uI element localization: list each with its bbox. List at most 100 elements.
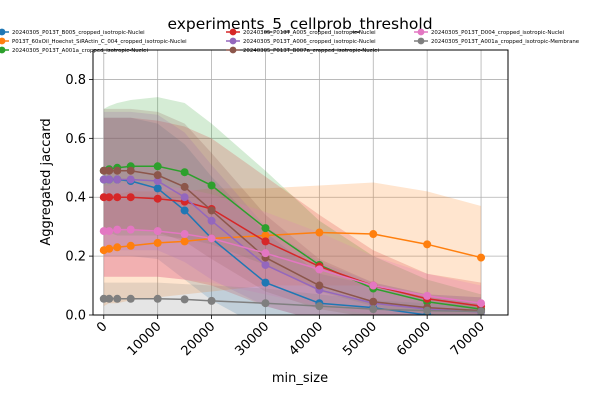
legend-swatch-marker (229, 28, 237, 36)
data-point (180, 206, 189, 215)
data-point (261, 224, 270, 233)
confidence-band (103, 108, 482, 315)
legend-swatch-marker (229, 46, 237, 54)
data-point (207, 216, 216, 225)
data-point (369, 297, 378, 306)
legend-swatch-marker (0, 28, 6, 36)
x-tick-label: 40000 (286, 319, 326, 359)
data-point (180, 230, 189, 239)
data-point (113, 294, 122, 303)
data-point (180, 237, 189, 246)
data-point (153, 177, 162, 186)
y-tick-label: 0.6 (65, 132, 86, 147)
data-point (315, 228, 324, 237)
x-axis-label: min_size (272, 371, 328, 386)
data-point (113, 175, 122, 184)
data-point (153, 194, 162, 203)
data-point (105, 193, 114, 202)
confidence-band (103, 182, 482, 315)
x-axis-ticks: 0 10000 20000 30000 40000 50000 60000 70000 (94, 315, 488, 359)
data-point (477, 253, 486, 262)
plot-frame (92, 49, 509, 316)
data-point (180, 168, 189, 177)
x-tick-label: 30000 (232, 319, 272, 359)
legend-swatch-marker (417, 37, 425, 45)
legend-swatch-marker (0, 37, 6, 45)
legend-swatch-marker (229, 37, 237, 45)
data-point (113, 243, 122, 252)
data-point (153, 238, 162, 247)
data-point (261, 237, 270, 246)
data-point (477, 307, 486, 315)
confidence-band (103, 117, 482, 315)
y-tick-label: 0.4 (65, 191, 86, 206)
legend-entry-label: 20240305_P013T_D004_cropped_isotropic-Nu… (431, 30, 564, 36)
x-tick-label: 70000 (448, 319, 488, 359)
x-tick-label: 60000 (394, 319, 434, 359)
data-point (113, 225, 122, 234)
data-point (105, 294, 114, 303)
legend: 20240305_P013T_B005_cropped_isotropic-Nu… (0, 28, 580, 54)
legend-swatch-marker (0, 46, 6, 54)
legend-entry-label: P013T_60xOil_Hoechst_SiRActin_C_004_crop… (12, 39, 187, 45)
data-point (315, 265, 324, 274)
legend-entry-label: 20240305_P013T_A005_cropped_isotropic-Nu… (243, 30, 376, 36)
data-point (423, 291, 432, 300)
data-point (261, 278, 270, 287)
data-point (113, 166, 122, 175)
data-point (423, 306, 432, 315)
data-point (261, 249, 270, 258)
data-point (153, 294, 162, 303)
data-point (207, 296, 216, 305)
data-point (207, 206, 216, 215)
legend-entry-label: 20240305_P013T_A001a_cropped_isotropic-M… (431, 39, 580, 45)
data-point (126, 225, 135, 234)
y-tick-label: 0.8 (65, 73, 86, 88)
x-tick-label: 20000 (179, 319, 219, 359)
data-point (126, 294, 135, 303)
y-axis-ticks: 0.0 0.2 0.4 0.6 0.8 (65, 73, 93, 324)
data-point (261, 231, 270, 240)
data-point (261, 260, 270, 269)
x-tick-label: 10000 (125, 319, 165, 359)
data-point (315, 281, 324, 290)
legend-entry-label: 20240305_P013T_B005_cropped_isotropic-Nu… (12, 30, 145, 36)
x-tick-label: 50000 (340, 319, 380, 359)
data-point (369, 230, 378, 239)
data-point (423, 240, 432, 249)
data-point (180, 295, 189, 304)
confidence-band (103, 111, 482, 315)
y-tick-label: 0.2 (65, 250, 86, 265)
data-point (207, 234, 216, 243)
y-tick-label: 0.0 (65, 309, 86, 324)
data-point (153, 227, 162, 236)
x-tick-label: 0 (94, 319, 110, 335)
data-point (207, 181, 216, 190)
confidence-band (103, 117, 482, 315)
data-point (153, 171, 162, 180)
data-point (105, 227, 114, 236)
series-points (99, 162, 486, 315)
data-point (477, 299, 486, 308)
data-point (105, 175, 114, 184)
confidence-band (103, 282, 482, 315)
data-point (126, 166, 135, 175)
data-point (105, 244, 114, 253)
data-point (180, 182, 189, 191)
y-axis-label: Aggregated jaccard (39, 118, 54, 245)
data-point (113, 193, 122, 202)
data-point (126, 175, 135, 184)
data-point (153, 162, 162, 171)
confidence-band (103, 97, 482, 315)
data-point (126, 193, 135, 202)
data-point (369, 281, 378, 290)
legend-entry-label: 20240305_P013T_A001a_cropped_isotropic-N… (12, 48, 148, 54)
data-point (105, 166, 114, 175)
data-point (153, 184, 162, 193)
data-point (261, 299, 270, 308)
legend-swatch-marker (417, 28, 425, 36)
data-point (180, 193, 189, 202)
data-point (315, 302, 324, 311)
data-point (126, 241, 135, 250)
